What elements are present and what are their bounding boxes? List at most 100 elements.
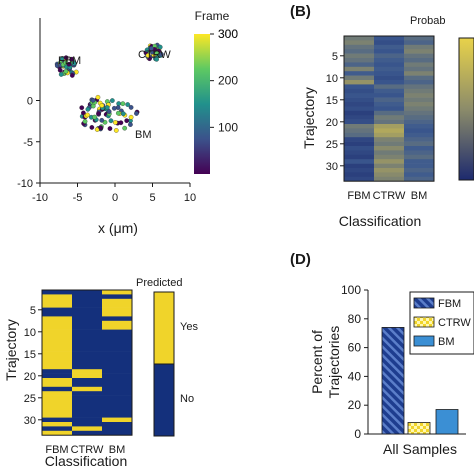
- heatmap-cell: [102, 294, 132, 300]
- heatmap-cell: [344, 36, 374, 41]
- panel-c-y-ticks: 5 10 15 20 25 30: [24, 305, 42, 427]
- heatmap-cell: [72, 329, 102, 335]
- trajectory-point: [115, 110, 121, 116]
- heatmap-cell: [344, 115, 374, 120]
- heatmap-cell: [404, 159, 434, 164]
- heatmap-cell: [72, 320, 102, 326]
- heatmap-cell: [374, 141, 404, 147]
- trajectory-point: [154, 51, 160, 56]
- heatmap-cell: [42, 400, 72, 405]
- trajectory-point: [96, 111, 101, 116]
- heatmap-cell: [374, 154, 404, 160]
- trajectory-point: [113, 120, 118, 125]
- heatmap-cell: [344, 163, 374, 169]
- heatmap-cell: [102, 382, 132, 388]
- heatmap-cell: [42, 391, 72, 396]
- heatmap-cell: [344, 49, 374, 54]
- heatmap-cell: [344, 88, 374, 94]
- panel-a-x-label: x (μm): [98, 220, 138, 236]
- heatmap-cell: [42, 382, 72, 388]
- heatmap-cell: [72, 351, 102, 357]
- heatmap-cell: [374, 172, 404, 178]
- heatmap-cell: [72, 417, 102, 423]
- heatmap-cell: [72, 325, 102, 330]
- panel-d-label: (D): [290, 251, 311, 268]
- heatmap-cell: [374, 110, 404, 116]
- panel-b-heatmap: [343, 35, 435, 182]
- heatmap-cell: [404, 93, 434, 98]
- heatmap-cell: [374, 159, 404, 164]
- heatmap-cell: [374, 80, 404, 85]
- trajectory-point: [120, 101, 126, 107]
- heatmap-cell: [102, 329, 132, 335]
- x-tick-label: FBM: [347, 190, 370, 202]
- trajectory-point: [63, 69, 69, 74]
- heatmap-cell: [42, 395, 72, 401]
- heatmap-cell: [42, 413, 72, 418]
- annotation-ctrw: CTRW: [138, 49, 171, 61]
- heatmap-cell: [102, 364, 132, 370]
- heatmap-cell: [72, 382, 102, 388]
- trajectory-point: [82, 119, 88, 124]
- heatmap-cell: [404, 102, 434, 107]
- heatmap-cell: [72, 334, 102, 339]
- trajectory-point: [69, 56, 75, 62]
- heatmap-cell: [374, 36, 404, 41]
- panel-a-y-ticks: -10 -5 0: [17, 96, 40, 190]
- panel-b-y-ticks: 5 10 15 20 25 30: [326, 51, 344, 173]
- heatmap-cell: [404, 137, 434, 142]
- heatmap-cell: [72, 303, 102, 308]
- panel-b-title: Probab: [410, 15, 445, 27]
- trajectory-point: [85, 106, 91, 112]
- heatmap-cell: [72, 298, 102, 304]
- heatmap-cell: [102, 334, 132, 339]
- panel-b-y-label: Trajectory: [301, 87, 317, 149]
- heatmap-cell: [404, 119, 434, 125]
- heatmap-cell: [42, 329, 72, 335]
- heatmap-cell: [72, 373, 102, 379]
- heatmap-cell: [344, 132, 374, 138]
- panel-a-x-ticks: -10 -5 0 5 10: [32, 183, 196, 204]
- trajectory-point: [107, 126, 113, 131]
- colorbar-tick-label: 200: [218, 74, 238, 88]
- probability-colorbar: [458, 37, 474, 181]
- heatmap-cell: [42, 342, 72, 348]
- heatmap-cell: [42, 356, 72, 361]
- heatmap-cell: [374, 132, 404, 138]
- heatmap-cell: [102, 312, 132, 317]
- heatmap-cell: [344, 128, 374, 134]
- heatmap-cell: [102, 320, 132, 326]
- heatmap-cell: [404, 176, 434, 182]
- heatmap-cell: [72, 378, 102, 383]
- heatmap-cell: [42, 422, 72, 427]
- heatmap-cell: [42, 369, 72, 374]
- trajectory-point: [98, 125, 104, 131]
- trajectory-point: [115, 105, 121, 110]
- heatmap-cell: [42, 430, 72, 436]
- heatmap-cell: [42, 316, 72, 322]
- heatmap-cell: [404, 88, 434, 94]
- heatmap-cell: [344, 75, 374, 81]
- y-tick-label: 80: [348, 312, 362, 326]
- heatmap-cell: [102, 422, 132, 427]
- heatmap-cell: [102, 342, 132, 348]
- heatmap-cell: [102, 298, 132, 304]
- trajectory-point: [108, 118, 114, 124]
- colorbar-tick-label: 300: [218, 27, 238, 41]
- trajectory-point: [89, 125, 95, 130]
- heatmap-cell: [404, 163, 434, 169]
- heatmap-cell: [344, 53, 374, 59]
- panel-c-x-ticks: FBM CTRW BM: [45, 444, 125, 456]
- heatmap-cell: [42, 408, 72, 414]
- heatmap-cell: [42, 351, 72, 357]
- heatmap-cell: [374, 71, 404, 76]
- heatmap-cell: [72, 360, 102, 366]
- trajectory-point: [154, 56, 159, 62]
- heatmap-cell: [374, 44, 404, 50]
- y-tick-label: 20: [24, 371, 36, 383]
- legend-yes-label: Yes: [180, 321, 198, 333]
- y-tick-label: 30: [24, 415, 36, 427]
- trajectory-point: [92, 114, 97, 120]
- x-tick-label: -5: [73, 192, 83, 204]
- y-tick-label: 15: [24, 349, 36, 361]
